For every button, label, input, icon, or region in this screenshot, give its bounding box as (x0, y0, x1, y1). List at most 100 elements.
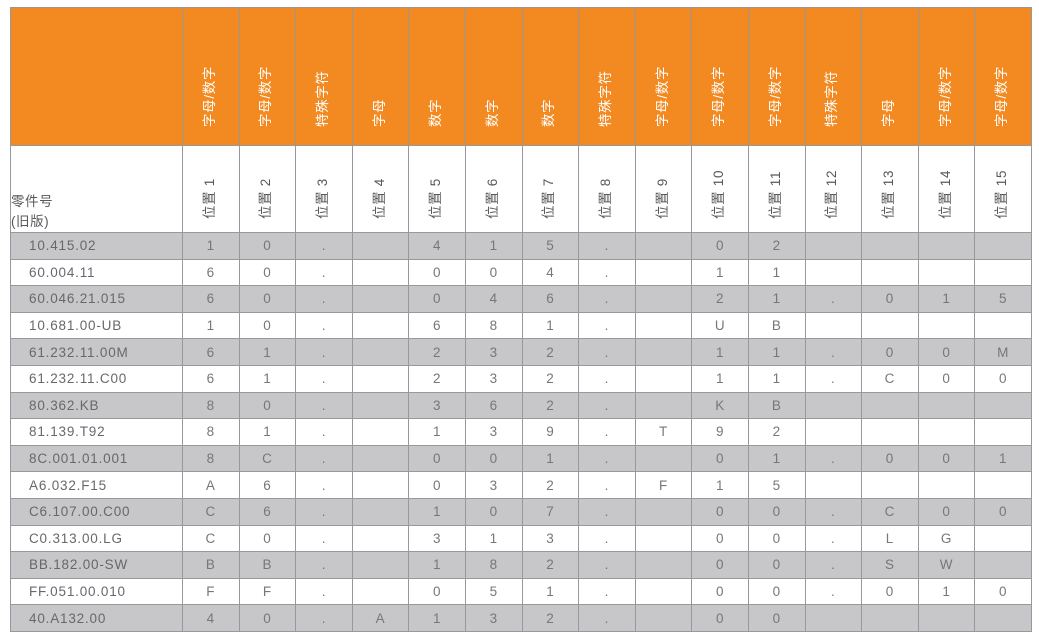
position-value-cell: 2 (521, 604, 580, 632)
position-value-cell: 2 (747, 418, 806, 446)
position-value-cell: F (634, 471, 693, 499)
position-label: 位置 12 (824, 169, 840, 219)
position-value-cell (804, 418, 863, 446)
position-value-cell: M (974, 338, 1032, 366)
position-value-cell (861, 258, 919, 287)
position-value-cell: 1 (747, 338, 806, 366)
position-value-cell: 0 (861, 577, 919, 606)
position-label: 位置 5 (428, 178, 444, 219)
position-value-cell: . (295, 524, 353, 553)
position-value-cell: 1 (747, 444, 806, 473)
position-value-cell: 0 (974, 497, 1032, 526)
position-value-cell: 0 (408, 444, 466, 473)
character-type-header-row: 字母/数字 字母/数字 特殊字符 字母 数字 数字 数字 特殊字符 字母/数字 字母/数字 字母/数… (10, 7, 1032, 146)
part-number-cell: C6.107.00.C00 (10, 497, 183, 526)
position-value-cell: 2 (521, 391, 580, 420)
character-type-label: 字母/数字 (767, 65, 783, 127)
position-value-cell: . (578, 232, 636, 260)
part-number-cell: A6.032.F15 (10, 471, 183, 499)
part-number-cell: 10.681.00-UB (10, 311, 183, 340)
position-value-cell: 3 (464, 471, 523, 499)
position-value-cell: 4 (464, 285, 523, 313)
position-value-cell (634, 338, 693, 366)
position-value-cell: 0 (974, 364, 1032, 393)
position-value-cell (974, 524, 1032, 553)
part-number-column-header: 零件号 (旧版) (10, 145, 183, 233)
part-number-cell: 61.232.11.C00 (10, 364, 183, 393)
position-value-cell: 0 (747, 524, 806, 553)
part-number-cell: 40.A132.00 (10, 604, 183, 632)
position-value-cell: 3 (464, 418, 523, 446)
position-value-cell: 1 (238, 338, 297, 366)
position-value-cell: 2 (521, 471, 580, 499)
part-number-position-table: 字母/数字 字母/数字 特殊字符 字母 数字 数字 数字 特殊字符 字母/数字 字母/数字 字母/数… (10, 7, 1032, 632)
part-number-cell: 80.362.KB (10, 391, 183, 420)
position-header-cell: 位置 5 (408, 145, 466, 233)
position-value-cell: 1 (408, 604, 466, 632)
position-value-cell: 1 (182, 311, 240, 340)
character-type-label: 特殊字符 (314, 70, 330, 127)
character-type-header-cell: 特殊字符 (804, 7, 863, 146)
position-value-cell: 8 (182, 444, 240, 473)
character-type-header-cell: 字母/数字 (974, 7, 1032, 146)
position-value-cell: 1 (691, 364, 749, 393)
position-value-cell: 2 (521, 551, 580, 579)
position-header-cell: 位置 2 (238, 145, 297, 233)
header-corner-cell (10, 7, 183, 146)
position-value-cell: 1 (691, 471, 749, 499)
character-type-header-cell: 字母/数字 (917, 7, 976, 146)
position-value-cell: . (295, 577, 353, 606)
position-value-cell (351, 444, 410, 473)
position-value-cell (804, 604, 863, 632)
position-value-cell: . (295, 497, 353, 526)
character-type-header-cell: 特殊字符 (295, 7, 353, 146)
position-value-cell (634, 285, 693, 313)
part-number-cell: 8C.001.01.001 (10, 444, 183, 473)
position-value-cell: 0 (691, 524, 749, 553)
character-type-label: 字母/数字 (201, 65, 217, 127)
position-value-cell: 6 (238, 471, 297, 499)
character-type-header-cell: 特殊字符 (578, 7, 636, 146)
character-type-label: 数字 (484, 98, 500, 127)
position-value-cell: 1 (521, 577, 580, 606)
position-value-cell (861, 418, 919, 446)
character-type-label: 字母/数字 (654, 65, 670, 127)
table-row: C0.313.00.LG C 0. 3 1 3. 0 0. L G (10, 524, 1032, 553)
position-value-cell (351, 364, 410, 393)
character-type-label: 字母/数字 (258, 65, 274, 127)
position-value-cell: 1 (408, 551, 466, 579)
position-value-cell: 0 (917, 338, 976, 366)
position-value-cell (634, 232, 693, 260)
position-value-cell: 0 (408, 285, 466, 313)
position-value-cell: 0 (464, 497, 523, 526)
position-label: 位置 7 (541, 178, 557, 219)
position-value-cell: . (804, 364, 863, 393)
position-value-cell: 3 (408, 391, 466, 420)
character-type-header-cell: 数字 (464, 7, 523, 146)
position-value-cell: 8 (182, 418, 240, 446)
position-value-cell: . (804, 497, 863, 526)
position-value-cell: 8 (182, 391, 240, 420)
position-value-cell (351, 551, 410, 579)
position-value-cell (804, 471, 863, 499)
position-value-cell (351, 338, 410, 366)
position-value-cell (861, 232, 919, 260)
position-value-cell: T (634, 418, 693, 446)
position-value-cell: . (578, 524, 636, 553)
position-value-cell (974, 258, 1032, 287)
character-type-header-cell: 字母/数字 (182, 7, 240, 146)
position-header-cell: 位置 9 (634, 145, 693, 233)
position-header-cell: 位置 15 (974, 145, 1032, 233)
character-type-header-cell: 字母/数字 (634, 7, 693, 146)
position-value-cell: W (917, 551, 976, 579)
position-value-cell: . (578, 311, 636, 340)
position-value-cell (634, 577, 693, 606)
position-value-cell: . (295, 258, 353, 287)
position-value-cell: . (295, 471, 353, 499)
position-value-cell: 1 (974, 444, 1032, 473)
position-value-cell: 9 (521, 418, 580, 446)
part-number-position-table-wrap: 字母/数字 字母/数字 特殊字符 字母 数字 数字 数字 特殊字符 字母/数字 字母/数字 字母/数… (10, 7, 1032, 632)
position-label: 位置 8 (597, 178, 613, 219)
position-header-row: 零件号 (旧版) 位置 1 位置 2 位置 3 位置 4 位置 5 位置 6 位置 7 位置 8 位… (10, 145, 1032, 233)
position-value-cell (974, 391, 1032, 420)
